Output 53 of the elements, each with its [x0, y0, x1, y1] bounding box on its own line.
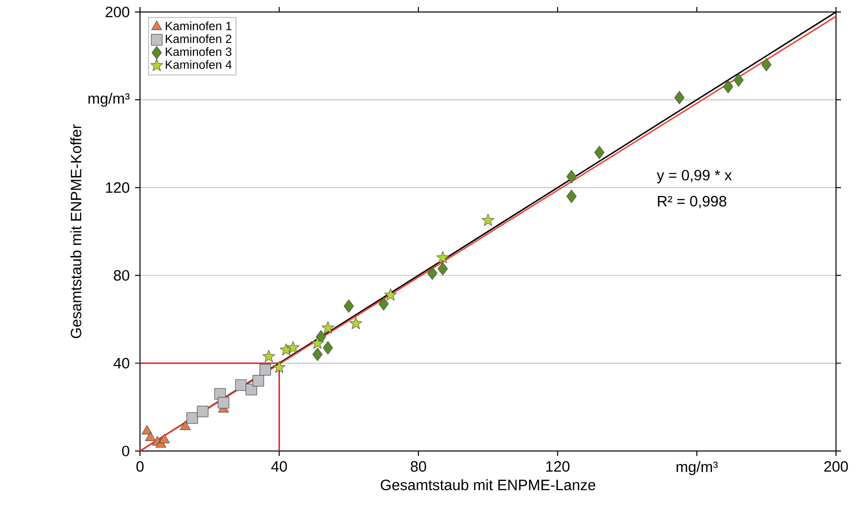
x-tick-label: 0: [136, 461, 144, 472]
point: [344, 299, 354, 313]
point: [311, 336, 324, 349]
point: [322, 341, 334, 355]
legend-label: Kaminofen 3: [166, 47, 232, 56]
y-tick-label: 200: [106, 6, 130, 18]
y-tick-label: mg/m³: [88, 92, 130, 107]
point: [436, 251, 450, 264]
point: [761, 58, 772, 72]
point: [252, 375, 264, 386]
point: [272, 360, 286, 374]
point: [566, 170, 577, 184]
x-axis-title: Gesamtstaub mit ENPME-Lanze: [380, 479, 596, 490]
point: [674, 90, 685, 104]
y-tick-label: 0: [122, 446, 130, 456]
point: [438, 262, 448, 276]
y-tick-label: 80: [114, 270, 130, 281]
point: [594, 146, 604, 160]
point: [158, 434, 170, 444]
point: [186, 412, 198, 424]
point: [180, 420, 191, 430]
y-tick-label: 120: [106, 182, 130, 193]
point: [235, 379, 247, 391]
point: [566, 190, 577, 204]
point: [378, 297, 389, 311]
y-tick-label: 40: [114, 358, 130, 368]
point: [260, 364, 272, 376]
point: [733, 73, 744, 87]
point: [286, 341, 300, 354]
annotation: y = 0,99 * x: [656, 170, 732, 184]
point: [246, 384, 258, 396]
y-axis-title: Gesamtstaub mit ENPME-Koffer: [70, 124, 82, 338]
legend-label: Kaminofen 4: [166, 60, 232, 69]
x-tick-label: 200: [824, 461, 848, 472]
point: [384, 288, 397, 301]
point: [262, 350, 276, 362]
point: [312, 348, 323, 362]
legend-label: Kaminofen 2: [166, 34, 232, 44]
point: [349, 316, 362, 330]
point: [218, 396, 230, 408]
point: [142, 425, 152, 434]
point: [196, 406, 208, 418]
point: [482, 214, 494, 226]
point: [322, 321, 334, 334]
x-tick-label: 40: [271, 461, 287, 472]
annotation: R² = 0,998: [658, 196, 726, 208]
x-tick-label: 80: [410, 461, 426, 472]
x-tick-label: 120: [546, 461, 570, 472]
point: [427, 266, 438, 280]
point: [723, 80, 734, 94]
point: [145, 432, 156, 442]
legend-label: Kaminofen 1: [166, 21, 232, 30]
x-tick-label: mg/m³: [676, 461, 718, 476]
